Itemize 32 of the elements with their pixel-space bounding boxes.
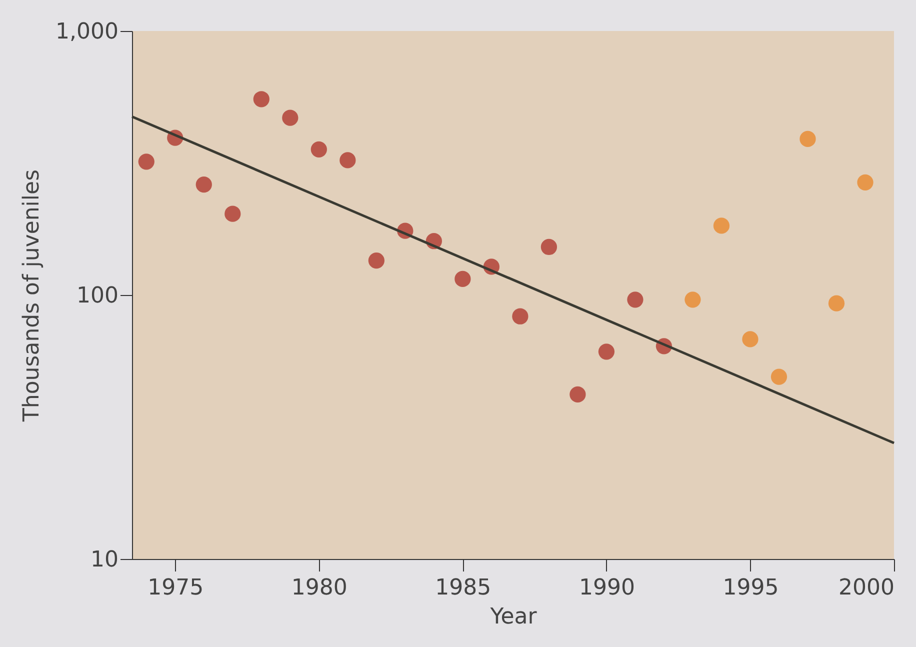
x-tick-label: 2000: [838, 576, 894, 600]
y-tick-label: 10: [90, 548, 118, 572]
point: [570, 386, 586, 403]
x-tick-label: 1980: [291, 576, 348, 600]
point: [540, 238, 558, 256]
y-tick-label: 1,000: [56, 20, 118, 44]
point: [512, 308, 528, 324]
point: [253, 91, 270, 108]
point: [684, 292, 701, 308]
point: [770, 368, 788, 385]
point: [713, 218, 730, 234]
x-tick-label: 1995: [722, 576, 779, 600]
point: [310, 141, 327, 158]
point: [340, 152, 356, 168]
point: [138, 154, 154, 170]
point: [598, 344, 615, 360]
x-tick-label: 1975: [148, 576, 204, 600]
y-axis-title: Thousands of juveniles: [20, 169, 45, 423]
point: [828, 295, 845, 312]
point: [368, 252, 384, 269]
x-tick-label: 1985: [435, 576, 492, 600]
point: [800, 130, 816, 148]
y-tick-label: 100: [76, 284, 118, 308]
point: [627, 292, 644, 308]
point: [454, 270, 471, 288]
point: [196, 176, 212, 193]
point: [742, 331, 758, 348]
x-axis-title: Year: [489, 604, 538, 630]
point: [224, 206, 241, 222]
point: [282, 110, 298, 126]
point: [857, 174, 874, 190]
x-tick-label: 1990: [578, 576, 635, 600]
